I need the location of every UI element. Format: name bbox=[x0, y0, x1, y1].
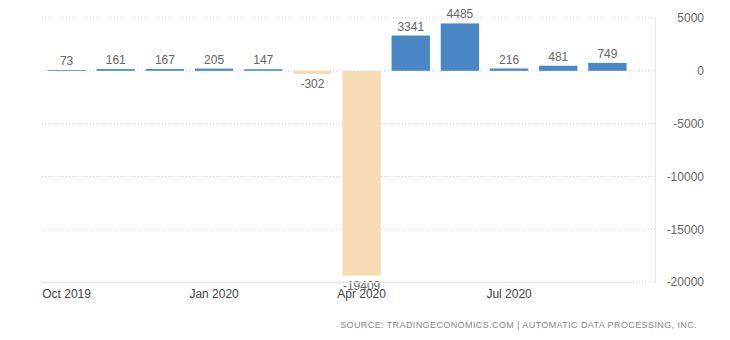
x-tick-label: Oct 2019 bbox=[42, 287, 91, 301]
y-tick: 5000 bbox=[655, 11, 704, 25]
y-tick: -5000 bbox=[655, 117, 704, 131]
source: SOURCE: TRADINGECONOMICS.COM | AUTOMATIC… bbox=[340, 320, 697, 330]
data-label: 167 bbox=[155, 53, 175, 67]
bar bbox=[146, 69, 184, 71]
data-label: 147 bbox=[253, 53, 273, 67]
y-tick-label: -10000 bbox=[667, 170, 705, 184]
data-labels: 73161167205147-302-194093341448521648174… bbox=[60, 7, 618, 292]
y-axis: -20000 -15000 -10000 -5000 0 5000 bbox=[655, 11, 704, 289]
y-tick: 0 bbox=[655, 64, 704, 78]
x-tick-label: Jan 2020 bbox=[189, 287, 239, 301]
data-label: 216 bbox=[499, 53, 519, 67]
grid-line bbox=[42, 18, 655, 19]
y-tick-label: -15000 bbox=[667, 223, 705, 237]
y-tick: -20000 bbox=[655, 275, 704, 289]
data-label: 749 bbox=[597, 47, 617, 61]
data-label: -302 bbox=[300, 77, 324, 91]
data-label: 205 bbox=[204, 53, 224, 67]
bar bbox=[342, 71, 380, 276]
x-tick: Jan 2020 bbox=[189, 282, 239, 301]
x-tick: Oct 2019 bbox=[42, 282, 91, 301]
y-tick-label: -20000 bbox=[667, 275, 705, 289]
data-label: 4485 bbox=[447, 7, 474, 21]
y-tick-label: -5000 bbox=[673, 117, 704, 131]
data-label: 481 bbox=[548, 50, 568, 64]
y-tick-label: 0 bbox=[697, 64, 704, 78]
bar bbox=[195, 69, 233, 71]
x-tick: Jul 2020 bbox=[486, 282, 532, 301]
bar bbox=[392, 36, 430, 71]
x-tick-label: Jul 2020 bbox=[486, 287, 532, 301]
bar bbox=[293, 71, 331, 74]
y-tick: -15000 bbox=[655, 223, 704, 237]
x-tick: Apr 2020 bbox=[337, 282, 386, 301]
bar bbox=[539, 66, 577, 71]
bar bbox=[441, 23, 479, 70]
grid bbox=[42, 18, 655, 282]
bar bbox=[490, 69, 528, 71]
bar bbox=[47, 70, 85, 72]
x-tick-label: Apr 2020 bbox=[337, 287, 386, 301]
data-label: 3341 bbox=[397, 20, 424, 34]
bar bbox=[588, 63, 626, 71]
x-axis: Oct 2019 Jan 2020 Apr 2020 Jul 2020 bbox=[42, 282, 632, 301]
y-axis-line bbox=[655, 19, 656, 283]
x-axis-line bbox=[43, 282, 633, 283]
y-tick-label: 5000 bbox=[677, 11, 704, 25]
chart: -20000 -15000 -10000 -5000 0 5000 73 161 167 205 1… bbox=[0, 0, 730, 340]
bar bbox=[97, 69, 135, 71]
bar bbox=[244, 69, 282, 71]
bars bbox=[47, 23, 626, 275]
data-label: 161 bbox=[106, 53, 126, 67]
y-tick: -10000 bbox=[655, 170, 704, 184]
data-label: 73 bbox=[60, 54, 74, 68]
